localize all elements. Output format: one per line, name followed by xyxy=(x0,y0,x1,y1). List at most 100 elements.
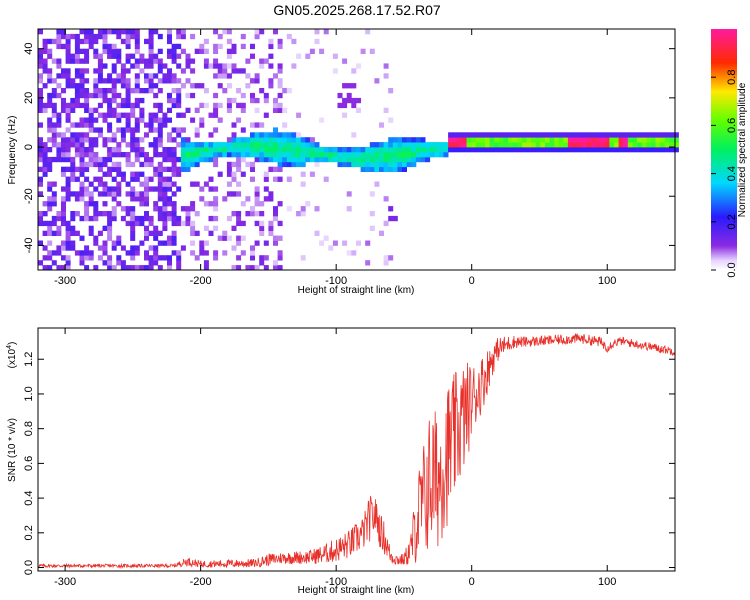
heatmap-cell xyxy=(296,156,302,163)
heatmap-cell xyxy=(236,181,242,187)
heatmap-cell xyxy=(176,156,182,163)
heatmap-cell xyxy=(319,147,325,153)
snr-y-tick-label: 0.6 xyxy=(23,456,35,471)
heatmap-cell xyxy=(300,171,306,177)
heatmap-cell xyxy=(167,29,172,35)
heatmap-cell xyxy=(374,142,380,148)
heatmap-cell xyxy=(342,58,348,64)
heatmap-cell xyxy=(176,63,182,69)
heatmap-cell xyxy=(319,152,325,158)
heatmap-cell xyxy=(70,166,76,172)
spectrogram-y-tick-label: 40 xyxy=(23,43,35,55)
heatmap-cell xyxy=(107,88,113,94)
heatmap-cell xyxy=(125,53,131,59)
heatmap-cell xyxy=(194,48,200,54)
heatmap-cell xyxy=(351,132,357,138)
heatmap-cell xyxy=(70,58,76,64)
heatmap-cell xyxy=(107,230,113,236)
heatmap-cell xyxy=(116,147,122,153)
heatmap-cell xyxy=(498,137,504,143)
heatmap-cell xyxy=(236,211,242,217)
heatmap-cell xyxy=(125,78,131,84)
heatmap-cell xyxy=(162,206,168,212)
heatmap-cell xyxy=(254,196,260,202)
heatmap-cell xyxy=(577,142,583,148)
heatmap-cell xyxy=(250,265,255,271)
heatmap-cell xyxy=(222,142,228,148)
heatmap-cell xyxy=(88,152,94,158)
heatmap-cell xyxy=(162,196,168,202)
snr-y-label: SNR (10 * v/v) xyxy=(7,418,18,482)
heatmap-cell xyxy=(226,142,232,148)
heatmap-cell xyxy=(84,137,90,143)
heatmap-cell xyxy=(342,161,348,168)
heatmap-cell xyxy=(268,196,274,202)
heatmap-cell xyxy=(231,265,237,271)
heatmap-cell xyxy=(213,48,219,54)
heatmap-cell xyxy=(180,152,186,158)
heatmap-cell xyxy=(144,215,149,222)
heatmap-cell xyxy=(203,265,209,271)
heatmap-cell xyxy=(245,152,251,158)
heatmap-cell xyxy=(332,156,338,163)
heatmap-cell xyxy=(471,142,477,148)
heatmap-cell xyxy=(102,211,108,217)
heatmap-cell xyxy=(139,161,145,168)
heatmap-cell xyxy=(379,161,384,168)
heatmap-cell xyxy=(102,29,108,35)
heatmap-cell xyxy=(531,132,537,138)
heatmap-cell xyxy=(134,196,140,202)
heatmap-cell xyxy=(185,58,191,64)
heatmap-cell xyxy=(144,176,149,182)
heatmap-cell xyxy=(199,142,205,148)
heatmap-cell xyxy=(549,147,555,153)
heatmap-cell xyxy=(203,201,209,207)
heatmap-cell xyxy=(222,68,228,74)
heatmap-cell xyxy=(93,161,99,168)
heatmap-cell xyxy=(259,58,265,64)
heatmap-cell xyxy=(56,250,62,256)
heatmap-cell xyxy=(102,97,108,104)
heatmap-cell xyxy=(139,58,145,64)
heatmap-cell xyxy=(88,196,94,202)
heatmap-cell xyxy=(379,166,384,172)
heatmap-cell xyxy=(61,107,66,113)
heatmap-cell xyxy=(319,117,325,123)
heatmap-cell xyxy=(97,156,103,163)
heatmap-cell xyxy=(203,142,209,148)
heatmap-cell xyxy=(425,156,431,163)
heatmap-cell xyxy=(213,127,219,133)
heatmap-cell xyxy=(157,117,163,123)
heatmap-cell xyxy=(277,152,283,158)
heatmap-cell xyxy=(420,156,426,163)
heatmap-cell xyxy=(664,132,670,138)
heatmap-cell xyxy=(51,250,57,256)
heatmap-cell xyxy=(120,29,126,35)
snr-y-tick-label: 1.0 xyxy=(23,386,35,401)
heatmap-cell xyxy=(125,127,131,133)
heatmap-cell xyxy=(93,137,99,143)
spectrogram-x-tick-label: -200 xyxy=(190,275,212,287)
heatmap-cell xyxy=(650,137,656,143)
heatmap-cell xyxy=(263,147,269,153)
heatmap-cell xyxy=(61,215,66,222)
heatmap-cell xyxy=(107,152,113,158)
heatmap-cell xyxy=(102,117,108,123)
heatmap-cell xyxy=(259,29,265,35)
heatmap-cell xyxy=(107,127,113,133)
heatmap-cell xyxy=(250,166,255,172)
heatmap-cell xyxy=(125,250,131,256)
heatmap-cell xyxy=(38,78,43,84)
heatmap-cell xyxy=(305,201,311,207)
heatmap-cell xyxy=(56,73,62,79)
heatmap-cell xyxy=(457,132,463,138)
heatmap-cell xyxy=(388,137,394,143)
heatmap-cell xyxy=(245,137,251,143)
heatmap-cell xyxy=(111,137,117,143)
heatmap-cell xyxy=(540,137,546,143)
heatmap-cell xyxy=(38,176,43,182)
heatmap-cell xyxy=(134,147,140,153)
heatmap-cell xyxy=(176,215,182,222)
heatmap-cell xyxy=(134,38,140,45)
heatmap-cell xyxy=(157,132,163,138)
